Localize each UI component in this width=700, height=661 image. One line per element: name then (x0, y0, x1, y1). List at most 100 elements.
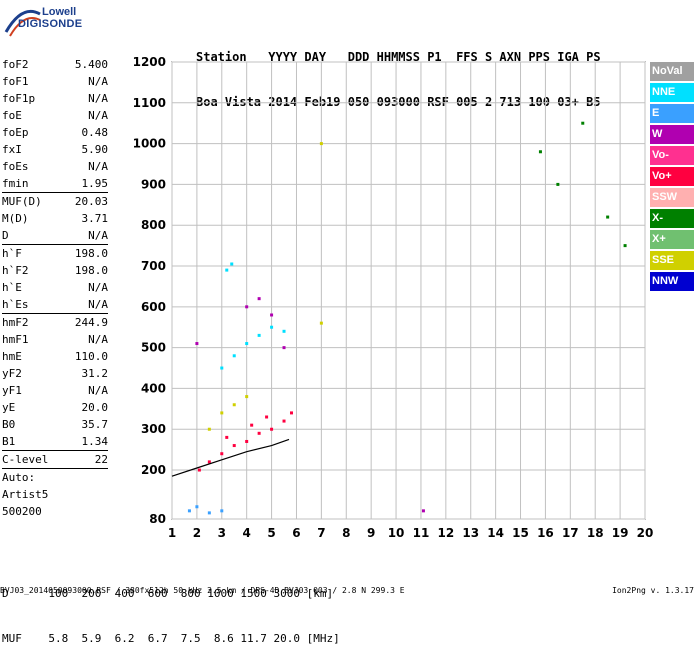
param-value: N/A (88, 92, 108, 105)
param-name: M(D) (2, 212, 29, 225)
logo-icon (4, 9, 41, 37)
param-row: yF2 31.2 (2, 365, 108, 382)
x-tick-label: 7 (317, 526, 325, 540)
y-tick-label: 600 (141, 300, 166, 314)
data-point (232, 403, 236, 407)
logo-line1: Lowell (42, 6, 77, 18)
x-tick-label: 6 (292, 526, 300, 540)
param-name: MUF(D) (2, 195, 42, 208)
param-value: 5.90 (81, 143, 109, 156)
data-point (245, 395, 249, 399)
param-name: foEp (2, 126, 29, 139)
param-value: 0.48 (81, 126, 109, 139)
x-tick-label: 18 (587, 526, 604, 540)
param-name: h`F (2, 247, 22, 260)
auto-label: Auto: (2, 471, 36, 484)
legend-item: SSE (650, 251, 694, 270)
x-tick-label: 15 (512, 526, 529, 540)
data-point (220, 366, 224, 370)
x-tick-label: 20 (637, 526, 654, 540)
x-tick-label: 17 (562, 526, 579, 540)
param-name: yF2 (2, 367, 22, 380)
distance-row: D 100 200 400 600 800 1000 1500 3000 [km… (2, 587, 334, 600)
param-name: C-level (2, 453, 49, 466)
param-name: foF1 (2, 75, 29, 88)
param-value: N/A (88, 160, 108, 173)
x-tick-label: 16 (537, 526, 554, 540)
data-point (606, 215, 610, 219)
legend-item: X- (650, 209, 694, 228)
data-point (245, 305, 249, 309)
param-row: h`F2 198.0 (2, 262, 108, 279)
param-name: foF1p (2, 92, 36, 105)
y-tick-label: 80 (149, 512, 166, 526)
param-name: h`Es (2, 298, 29, 311)
param-value: 22 (94, 453, 108, 466)
station-header: Station YYYY DAY DDD HHMMSS P1 FFS S AXN… (196, 20, 601, 125)
data-point (220, 411, 224, 415)
separator (2, 244, 108, 245)
param-name: B0 (2, 418, 16, 431)
version-label: Ion2Png v. 1.3.17 (612, 586, 694, 595)
auto-label: Artist5 (2, 488, 49, 501)
data-point (245, 439, 249, 443)
data-point (195, 505, 199, 509)
param-row: foEs N/A (2, 158, 108, 175)
param-row: D N/A (2, 227, 108, 244)
param-value: 5.400 (74, 58, 108, 71)
data-point (197, 468, 201, 472)
param-name: hmF1 (2, 333, 29, 346)
param-value: 35.7 (81, 418, 109, 431)
y-tick-label: 1200 (133, 55, 166, 69)
param-name: B1 (2, 435, 16, 448)
auto-label: 500200 (2, 505, 42, 518)
data-point (257, 431, 261, 435)
header-line1: Station YYYY DAY DDD HHMMSS P1 FFS S AXN… (196, 50, 601, 64)
param-value: N/A (88, 229, 108, 242)
param-row: C-level 22 (2, 451, 108, 468)
param-row: foE N/A (2, 107, 108, 124)
header-line2: Boa Vista 2014 Feb19 050 093000 RSF 005 … (196, 95, 601, 109)
param-value: 20.0 (81, 401, 109, 414)
param-row: h`E N/A (2, 279, 108, 296)
x-tick-label: 8 (342, 526, 350, 540)
x-tick-label: 13 (462, 526, 479, 540)
param-name: D (2, 229, 9, 242)
param-name: yE (2, 401, 16, 414)
data-point (282, 329, 286, 333)
digisonde-logo: Lowell DIGISONDE (2, 2, 112, 42)
x-tick-label: 4 (243, 526, 251, 540)
param-value: 1.95 (81, 177, 109, 190)
data-point (257, 333, 261, 337)
param-value: 3.71 (81, 212, 109, 225)
data-point (225, 268, 229, 272)
param-row: yE 20.0 (2, 399, 108, 416)
x-tick-label: 12 (437, 526, 454, 540)
data-point (207, 427, 211, 431)
x-tick-label: 2 (193, 526, 201, 540)
y-tick-label: 500 (141, 341, 166, 355)
param-name: h`E (2, 281, 22, 294)
data-point (220, 452, 224, 456)
param-name: foEs (2, 160, 29, 173)
param-value: N/A (88, 281, 108, 294)
separator (2, 450, 108, 451)
data-point (230, 262, 234, 266)
muf-row: MUF 5.8 5.9 6.2 6.7 7.5 8.6 11.7 20.0 [M… (2, 632, 340, 645)
data-point (270, 325, 274, 329)
param-value: N/A (88, 384, 108, 397)
param-name: hmF2 (2, 316, 29, 329)
param-value: 198.0 (74, 247, 108, 260)
file-info: BVJ03_2014050093000.RSF / 380fx512h 50 k… (0, 586, 405, 595)
y-tick-label: 200 (141, 463, 166, 477)
param-value: N/A (88, 298, 108, 311)
data-point (232, 444, 236, 448)
legend-item: NoVal (650, 62, 694, 81)
x-tick-label: 5 (267, 526, 275, 540)
x-tick-label: 19 (612, 526, 629, 540)
x-tick-label: 9 (367, 526, 375, 540)
param-row: yF1 N/A (2, 382, 108, 399)
param-row: h`F 198.0 (2, 245, 108, 262)
param-value: 1.34 (81, 435, 109, 448)
ionogram-chart: 1 2 3 4 5 6 7 8 9 10 11 12 13 14 15 16 17 18 19 20802003004… (133, 55, 654, 540)
